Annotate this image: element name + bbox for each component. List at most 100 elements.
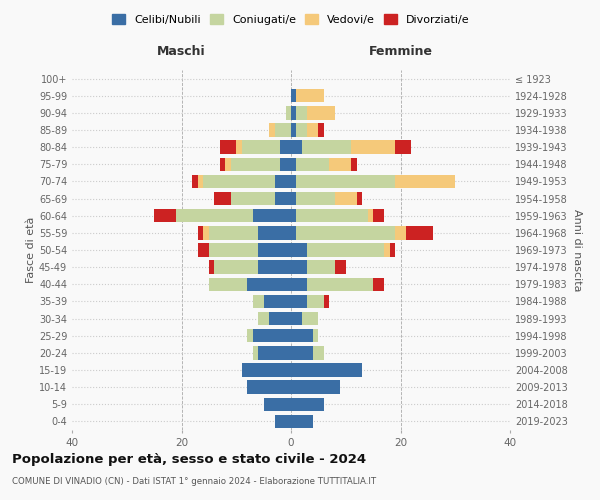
Y-axis label: Fasce di età: Fasce di età bbox=[26, 217, 36, 283]
Bar bbox=[193, 174, 198, 188]
Bar bbox=[286, 106, 291, 120]
Bar bbox=[220, 158, 226, 171]
Bar bbox=[269, 312, 291, 326]
Bar bbox=[291, 226, 296, 239]
Bar bbox=[395, 174, 455, 188]
Bar bbox=[291, 89, 296, 102]
Bar bbox=[291, 192, 296, 205]
Bar bbox=[209, 260, 214, 274]
Bar bbox=[307, 244, 384, 256]
Bar bbox=[258, 244, 291, 256]
Bar bbox=[198, 244, 209, 256]
Bar bbox=[280, 140, 291, 154]
Bar bbox=[329, 158, 351, 171]
Bar bbox=[307, 106, 335, 120]
Bar bbox=[307, 260, 335, 274]
Bar bbox=[275, 192, 291, 205]
Bar bbox=[373, 209, 384, 222]
Bar bbox=[198, 226, 203, 239]
Bar bbox=[291, 380, 340, 394]
Bar bbox=[313, 329, 319, 342]
Bar bbox=[296, 124, 307, 136]
Bar bbox=[296, 174, 395, 188]
Bar bbox=[203, 174, 275, 188]
Bar bbox=[291, 414, 313, 428]
Text: Maschi: Maschi bbox=[157, 45, 206, 58]
Bar bbox=[291, 346, 313, 360]
Bar bbox=[335, 260, 346, 274]
Bar bbox=[351, 140, 395, 154]
Bar bbox=[236, 140, 242, 154]
Bar bbox=[198, 174, 203, 188]
Bar bbox=[275, 414, 291, 428]
Bar bbox=[231, 192, 275, 205]
Bar bbox=[253, 294, 263, 308]
Bar bbox=[253, 209, 291, 222]
Bar bbox=[258, 226, 291, 239]
Bar bbox=[247, 329, 253, 342]
Bar bbox=[258, 260, 291, 274]
Bar bbox=[296, 158, 329, 171]
Bar bbox=[247, 278, 291, 291]
Bar bbox=[209, 278, 247, 291]
Bar bbox=[307, 278, 373, 291]
Bar bbox=[302, 312, 319, 326]
Bar bbox=[351, 158, 357, 171]
Bar bbox=[406, 226, 433, 239]
Bar bbox=[231, 158, 280, 171]
Bar bbox=[258, 346, 291, 360]
Bar bbox=[302, 140, 351, 154]
Bar bbox=[384, 244, 389, 256]
Bar bbox=[291, 158, 296, 171]
Bar bbox=[258, 312, 269, 326]
Bar bbox=[291, 244, 307, 256]
Bar bbox=[263, 398, 291, 411]
Bar bbox=[247, 380, 291, 394]
Bar bbox=[242, 140, 280, 154]
Bar bbox=[319, 124, 324, 136]
Bar bbox=[313, 346, 324, 360]
Bar bbox=[395, 140, 412, 154]
Bar bbox=[214, 192, 231, 205]
Bar bbox=[296, 192, 335, 205]
Bar bbox=[291, 364, 362, 376]
Bar bbox=[263, 294, 291, 308]
Bar bbox=[296, 209, 368, 222]
Bar bbox=[335, 192, 356, 205]
Bar bbox=[291, 106, 296, 120]
Bar bbox=[291, 398, 324, 411]
Y-axis label: Anni di nascita: Anni di nascita bbox=[572, 209, 581, 291]
Bar bbox=[324, 294, 329, 308]
Bar bbox=[209, 244, 258, 256]
Bar bbox=[296, 89, 324, 102]
Bar bbox=[176, 209, 253, 222]
Bar bbox=[291, 312, 302, 326]
Bar bbox=[291, 209, 296, 222]
Bar bbox=[226, 158, 231, 171]
Bar bbox=[291, 140, 302, 154]
Bar bbox=[296, 226, 395, 239]
Bar bbox=[291, 174, 296, 188]
Bar bbox=[291, 294, 307, 308]
Bar bbox=[253, 329, 291, 342]
Bar bbox=[368, 209, 373, 222]
Legend: Celibi/Nubili, Coniugati/e, Vedovi/e, Divorziati/e: Celibi/Nubili, Coniugati/e, Vedovi/e, Di… bbox=[112, 14, 470, 25]
Bar bbox=[275, 174, 291, 188]
Bar bbox=[389, 244, 395, 256]
Bar bbox=[203, 226, 209, 239]
Bar bbox=[307, 294, 324, 308]
Bar bbox=[220, 140, 236, 154]
Bar bbox=[373, 278, 384, 291]
Bar bbox=[209, 226, 258, 239]
Bar bbox=[253, 346, 258, 360]
Bar bbox=[214, 260, 258, 274]
Text: COMUNE DI VINADIO (CN) - Dati ISTAT 1° gennaio 2024 - Elaborazione TUTTITALIA.IT: COMUNE DI VINADIO (CN) - Dati ISTAT 1° g… bbox=[12, 478, 376, 486]
Bar bbox=[307, 124, 319, 136]
Bar bbox=[154, 209, 176, 222]
Text: Popolazione per età, sesso e stato civile - 2024: Popolazione per età, sesso e stato civil… bbox=[12, 452, 366, 466]
Bar bbox=[291, 329, 313, 342]
Bar bbox=[269, 124, 275, 136]
Bar bbox=[280, 158, 291, 171]
Bar bbox=[275, 124, 291, 136]
Bar bbox=[242, 364, 291, 376]
